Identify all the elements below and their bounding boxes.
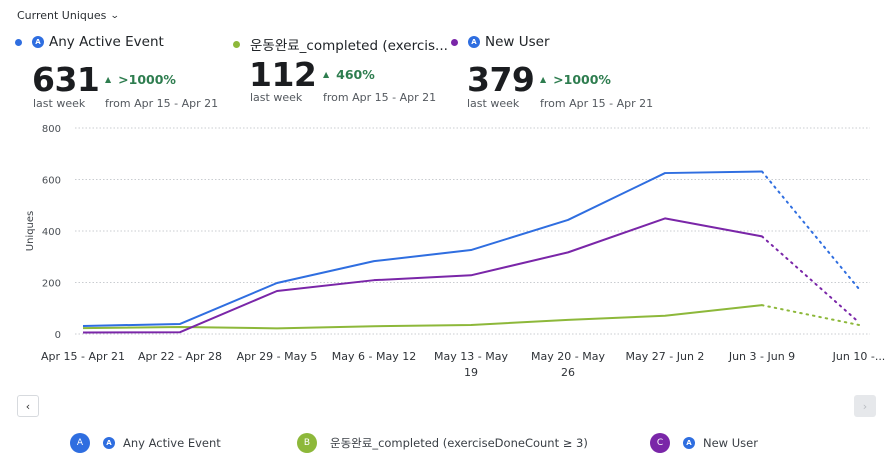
- legend-item-c[interactable]: C A New User: [650, 433, 758, 453]
- summary-value-caption: last week: [250, 91, 303, 104]
- series-color-dot: [451, 38, 458, 46]
- chart-next-button[interactable]: ›: [854, 395, 876, 417]
- summary-delta-caption: from Apr 15 - Apr 21: [105, 97, 219, 110]
- series-line-incomplete: [761, 235, 860, 324]
- event-icon: A: [32, 36, 44, 48]
- arrow-up-icon: ▲: [105, 75, 112, 84]
- x-tick-label: May 6 - May 12: [332, 350, 416, 363]
- legend-label: 운동완료_completed (exerciseDoneCount ≥ 3): [330, 436, 588, 450]
- x-tick-label: Jun 3 - Jun 9: [728, 350, 795, 363]
- summary-delta: ▲ >1000%: [105, 72, 176, 87]
- y-tick-label: 200: [42, 279, 61, 290]
- series-line: [82, 304, 763, 330]
- y-tick-label: 0: [55, 330, 61, 341]
- arrow-up-icon: ▲: [323, 70, 330, 79]
- x-tick-label: 26: [561, 366, 575, 379]
- summary-delta: ▲ >1000%: [540, 72, 611, 87]
- x-tick-label: 19: [464, 366, 478, 379]
- summary-delta-caption: from Apr 15 - Apr 21: [323, 91, 437, 104]
- summary-title: Any Active Event: [49, 34, 164, 50]
- x-tick-label: May 27 - Jun 2: [626, 350, 705, 363]
- x-tick-label: Jun 10 -...: [832, 350, 886, 363]
- y-tick-label: 400: [42, 227, 61, 238]
- legend-item-b[interactable]: B 운동완료_completed (exerciseDoneCount ≥ 3): [297, 433, 588, 453]
- metric-dropdown[interactable]: Current Uniques ⌄: [17, 9, 121, 22]
- legend-badge: C: [650, 433, 670, 453]
- summary-value: 631: [32, 60, 100, 99]
- summary-delta: ▲ 460%: [323, 67, 375, 82]
- legend-label: New User: [703, 436, 758, 450]
- chevron-right-icon: ›: [862, 399, 868, 413]
- legend-item-a[interactable]: A A Any Active Event: [70, 433, 221, 453]
- legend-badge: A: [70, 433, 90, 453]
- chevron-left-icon: ‹: [25, 399, 31, 413]
- summary-value-caption: last week: [33, 97, 86, 110]
- summary-card-b: 운동완료_completed (exercis...: [233, 34, 448, 54]
- summary-title: New User: [485, 34, 550, 50]
- x-tick-label: Apr 22 - Apr 28: [138, 350, 222, 363]
- x-tick-label: May 20 - May: [531, 350, 605, 363]
- summary-card-c: A New User: [451, 34, 550, 50]
- series-line-incomplete: [761, 170, 860, 290]
- y-tick-label: 800: [42, 124, 61, 135]
- summary-card-a: A Any Active Event: [15, 34, 164, 50]
- summary-title: 운동완료_completed (exercis...: [250, 38, 448, 54]
- legend-badge: B: [297, 433, 317, 453]
- summary-delta-caption: from Apr 15 - Apr 21: [540, 97, 654, 110]
- series-color-dot: [233, 40, 240, 48]
- x-tick-label: Apr 29 - May 5: [237, 350, 318, 363]
- arrow-up-icon: ▲: [540, 75, 547, 84]
- chart-prev-button[interactable]: ‹: [17, 395, 39, 417]
- series-color-dot: [15, 38, 22, 46]
- series-line: [82, 217, 763, 334]
- x-tick-label: May 13 - May: [434, 350, 508, 363]
- series-line: [82, 170, 763, 328]
- metric-dropdown-label: Current Uniques: [17, 9, 107, 22]
- event-icon: A: [103, 437, 115, 449]
- event-icon: A: [468, 36, 480, 48]
- line-chart: 0 200 400 600 800 Uniques Apr 15 - Apr 21 Apr 2…: [25, 124, 886, 379]
- series-line-incomplete: [761, 304, 860, 326]
- chevron-down-icon: ⌄: [110, 10, 121, 21]
- event-icon: A: [683, 437, 695, 449]
- x-tick-label: Apr 15 - Apr 21: [41, 350, 125, 363]
- summary-value: 112: [249, 55, 317, 94]
- legend-label: Any Active Event: [123, 436, 221, 450]
- summary-value-caption: last week: [467, 97, 520, 110]
- summary-value: 379: [467, 60, 535, 99]
- y-tick-label: 600: [42, 176, 61, 187]
- y-axis-label: Uniques: [25, 211, 36, 251]
